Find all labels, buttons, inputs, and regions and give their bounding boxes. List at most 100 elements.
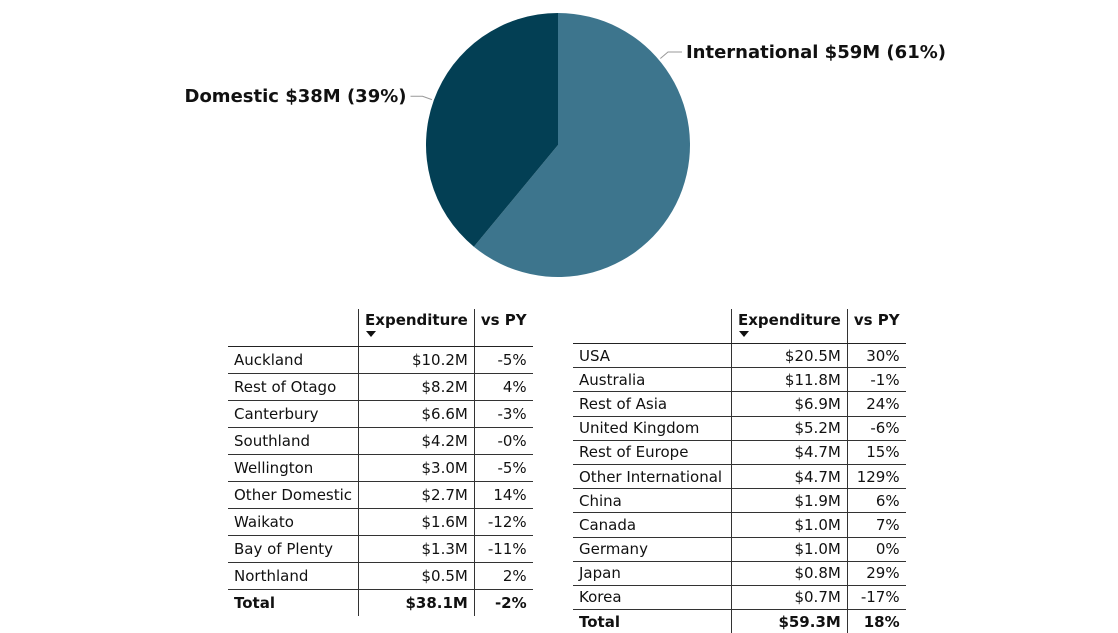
total-vs-py-value: -2% xyxy=(494,594,527,612)
sort-descending-icon[interactable] xyxy=(739,331,749,337)
region-column-header xyxy=(228,309,360,347)
pie-label-international: International $59M (61%) xyxy=(686,42,946,63)
vs-py-value: -5% xyxy=(474,454,533,482)
expenditure-value: $4.7M xyxy=(731,464,848,490)
expenditure-value: $4.7M xyxy=(731,440,848,465)
expenditure-value: $20.5M xyxy=(731,343,848,369)
expenditure-value: $6.6M xyxy=(358,400,475,428)
total-vs-py-value: 18% xyxy=(863,612,900,631)
expenditure-value: $1.6M xyxy=(358,508,475,536)
vs-py-column-header[interactable]: vs PY xyxy=(474,309,533,347)
expenditure-header-label: Expenditure xyxy=(365,311,468,329)
table-row[interactable]: Wellington $3.0M -5% xyxy=(228,454,533,482)
table-row[interactable]: Germany $1.0M 0% xyxy=(573,537,906,562)
expenditure-value: $8.2M xyxy=(358,373,475,401)
table-row[interactable]: Southland $4.2M -0% xyxy=(228,427,533,455)
expenditure-value: $0.5M xyxy=(358,562,475,590)
row-label: Rest of Asia xyxy=(573,391,732,417)
table-row[interactable]: Rest of Europe $4.7M 15% xyxy=(573,440,906,465)
row-label: Other International xyxy=(573,464,732,490)
country-column-header xyxy=(573,309,732,344)
vs-py-value: -12% xyxy=(474,508,533,536)
vs-py-value: 29% xyxy=(847,561,906,586)
table-row[interactable]: Korea $0.7M -17% xyxy=(573,585,906,611)
vs-py-value: 4% xyxy=(474,373,533,401)
expenditure-value: $4.2M xyxy=(358,427,475,455)
row-label: Southland xyxy=(228,427,360,455)
table-row[interactable]: Northland $0.5M 2% xyxy=(228,562,533,590)
expenditure-value: $10.2M xyxy=(358,346,475,374)
total-label: Total xyxy=(228,589,360,616)
table-header-row: Expenditure vs PY xyxy=(573,309,906,344)
sort-descending-icon[interactable] xyxy=(366,331,377,337)
row-label: Wellington xyxy=(228,454,360,482)
expenditure-value: $1.3M xyxy=(358,535,475,563)
vs-py-value: 7% xyxy=(847,512,906,538)
vs-py-value: -3% xyxy=(474,400,533,428)
vs-py-value: 30% xyxy=(847,343,906,369)
row-label: Bay of Plenty xyxy=(228,535,360,563)
vs-py-value: 14% xyxy=(474,481,533,509)
vs-py-value: -17% xyxy=(847,585,906,611)
vs-py-value: 24% xyxy=(847,391,906,417)
row-label: USA xyxy=(573,343,732,369)
expenditure-column-header[interactable]: Expenditure xyxy=(731,309,848,344)
row-label: Germany xyxy=(573,537,732,562)
table-row[interactable]: Auckland $10.2M -5% xyxy=(228,346,533,374)
domestic-expenditure-table: Expenditure vs PY Auckland $10.2M -5% Rest … xyxy=(228,309,533,616)
vs-py-value: 2% xyxy=(474,562,533,590)
row-label: Rest of Europe xyxy=(573,440,732,465)
row-label: Other Domestic xyxy=(228,481,360,509)
total-label: Total xyxy=(573,609,732,633)
vs-py-value: 129% xyxy=(847,464,906,490)
table-row[interactable]: Japan $0.8M 29% xyxy=(573,561,906,586)
international-expenditure-table: Expenditure vs PY USA $20.5M 30% Australia $… xyxy=(573,309,906,633)
pie-slice-domestic[interactable] xyxy=(426,13,558,247)
expenditure-value: $1.0M xyxy=(731,537,848,562)
table-row[interactable]: Rest of Otago $8.2M 4% xyxy=(228,373,533,401)
vs-py-value: -6% xyxy=(847,416,906,441)
table-row[interactable]: Waikato $1.6M -12% xyxy=(228,508,533,536)
expenditure-header-label: Expenditure xyxy=(738,311,841,329)
row-label: Rest of Otago xyxy=(228,373,360,401)
table-row[interactable]: Rest of Asia $6.9M 24% xyxy=(573,391,906,417)
expenditure-value: $0.7M xyxy=(731,585,848,611)
table-row[interactable]: United Kingdom $5.2M -6% xyxy=(573,416,906,441)
total-expenditure-value: $59.3M xyxy=(731,609,848,633)
vs-py-value: 6% xyxy=(847,488,906,514)
row-label: Canterbury xyxy=(228,400,360,428)
row-label: Waikato xyxy=(228,508,360,536)
table-row[interactable]: China $1.9M 6% xyxy=(573,488,906,514)
total-expenditure-value: $38.1M xyxy=(358,589,475,616)
expenditure-value: $2.7M xyxy=(358,481,475,509)
row-label: Japan xyxy=(573,561,732,586)
table-row[interactable]: Bay of Plenty $1.3M -11% xyxy=(228,535,533,563)
table-header-row: Expenditure vs PY xyxy=(228,309,533,347)
expenditure-pie-chart: International $59M (61%) Domestic $38M (3… xyxy=(185,13,946,277)
pie-leader-line xyxy=(660,51,682,59)
row-label: United Kingdom xyxy=(573,416,732,441)
vs-py-value: 0% xyxy=(847,537,906,562)
expenditure-value: $1.9M xyxy=(731,488,848,514)
expenditure-column-header[interactable]: Expenditure xyxy=(358,309,475,347)
table-row[interactable]: Canada $1.0M 7% xyxy=(573,512,906,538)
row-label: Northland xyxy=(228,562,360,590)
pie-slice-international[interactable] xyxy=(473,13,691,277)
pie-label-domestic: Domestic $38M (39%) xyxy=(185,86,407,107)
row-label: Korea xyxy=(573,585,732,611)
table-row[interactable]: Australia $11.8M -1% xyxy=(573,367,906,393)
table-row[interactable]: Other Domestic $2.7M 14% xyxy=(228,481,533,509)
pie-leader-line xyxy=(410,95,433,101)
table-row[interactable]: Canterbury $6.6M -3% xyxy=(228,400,533,428)
expenditure-value: $0.8M xyxy=(731,561,848,586)
table-row[interactable]: Other International $4.7M 129% xyxy=(573,464,906,490)
table-row[interactable]: USA $20.5M 30% xyxy=(573,343,906,369)
vs-py-column-header[interactable]: vs PY xyxy=(847,309,906,344)
vs-py-value: -1% xyxy=(847,367,906,393)
vs-py-value: -0% xyxy=(474,427,533,455)
vs-py-value: 15% xyxy=(847,440,906,465)
row-label: Australia xyxy=(573,367,732,393)
row-label: Auckland xyxy=(228,346,360,374)
expenditure-value: $5.2M xyxy=(731,416,848,441)
row-label: Canada xyxy=(573,512,732,538)
